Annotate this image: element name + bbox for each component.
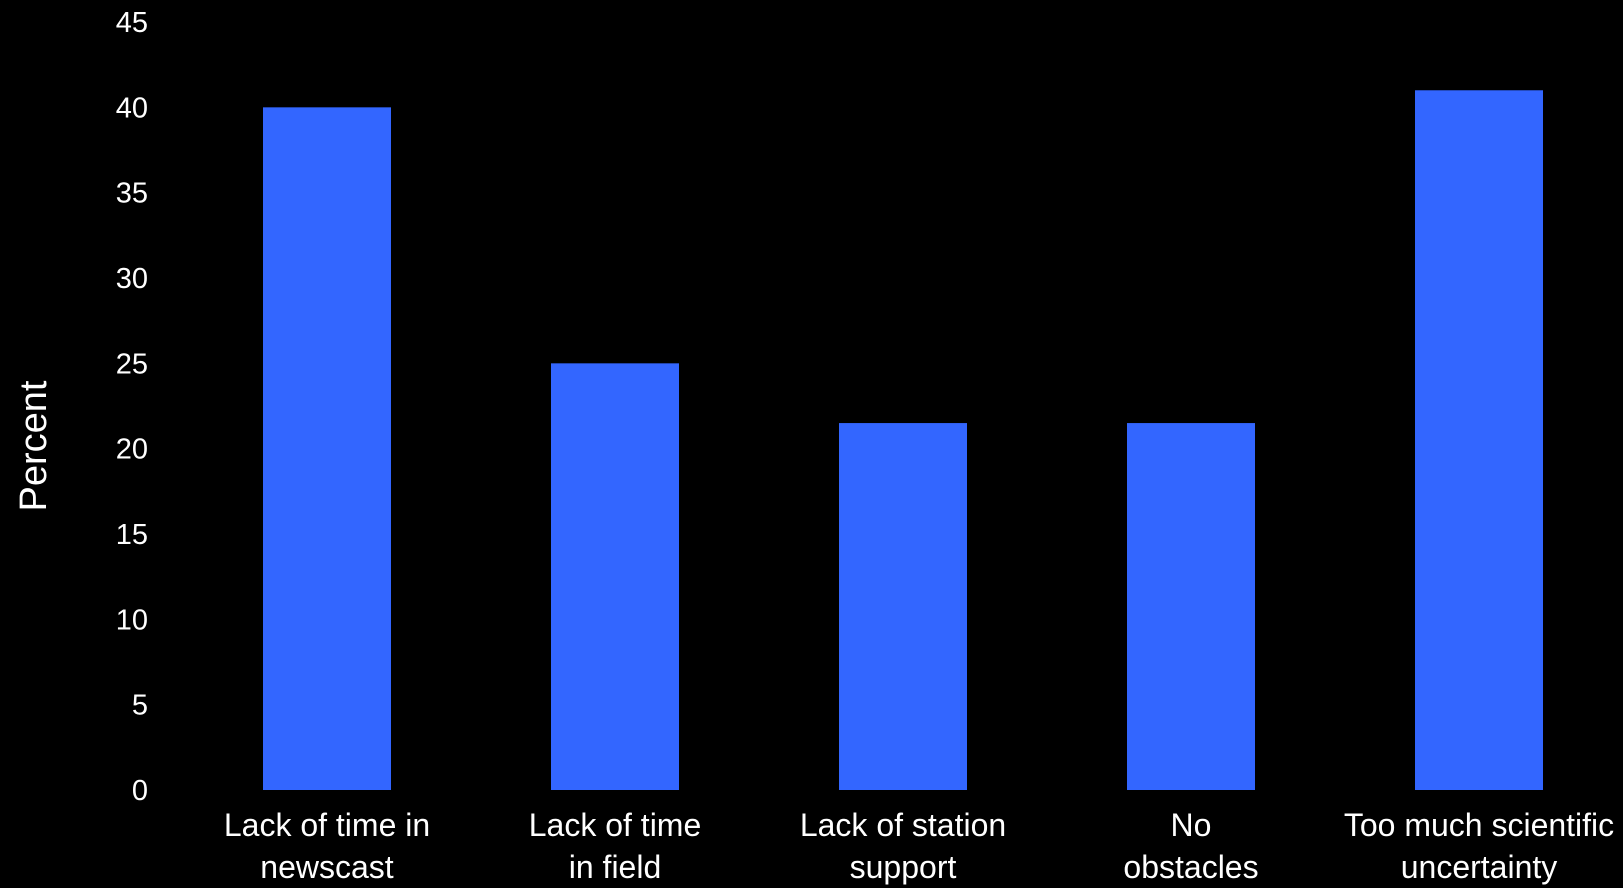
x-category-label: Lack of time in bbox=[224, 807, 430, 843]
y-axis-title: Percent bbox=[13, 380, 55, 511]
y-tick-label: 10 bbox=[116, 604, 148, 636]
x-category-label: uncertainty bbox=[1401, 849, 1558, 885]
y-tick-label: 25 bbox=[116, 348, 148, 380]
y-tick-label: 40 bbox=[116, 92, 148, 124]
y-tick-label: 15 bbox=[116, 519, 148, 551]
x-category-label: support bbox=[850, 849, 957, 885]
bar bbox=[1127, 423, 1255, 790]
bar bbox=[839, 423, 967, 790]
y-axis-ticks: 0 5 10 15 20 25 30 35 40 45 bbox=[116, 7, 148, 807]
y-tick-label: 30 bbox=[116, 263, 148, 295]
y-tick-label: 45 bbox=[116, 7, 148, 39]
x-category-label: Lack of station bbox=[800, 807, 1006, 843]
bar bbox=[1415, 90, 1543, 791]
x-axis-labels: Lack of time in newscast Lack of time in fi… bbox=[224, 807, 1614, 885]
x-category-label: obstacles bbox=[1123, 849, 1258, 885]
x-category-label: Too much scientific bbox=[1344, 807, 1614, 843]
bar bbox=[263, 107, 391, 791]
y-tick-label: 5 bbox=[132, 690, 148, 722]
x-category-label: newscast bbox=[260, 849, 394, 885]
y-tick-label: 35 bbox=[116, 178, 148, 210]
bar bbox=[551, 363, 679, 790]
x-category-label: Lack of time bbox=[529, 807, 702, 843]
x-category-label: in field bbox=[569, 849, 662, 885]
y-tick-label: 0 bbox=[132, 775, 148, 807]
y-tick-label: 20 bbox=[116, 434, 148, 466]
x-category-label: No bbox=[1171, 807, 1212, 843]
bars-group bbox=[263, 90, 1543, 791]
